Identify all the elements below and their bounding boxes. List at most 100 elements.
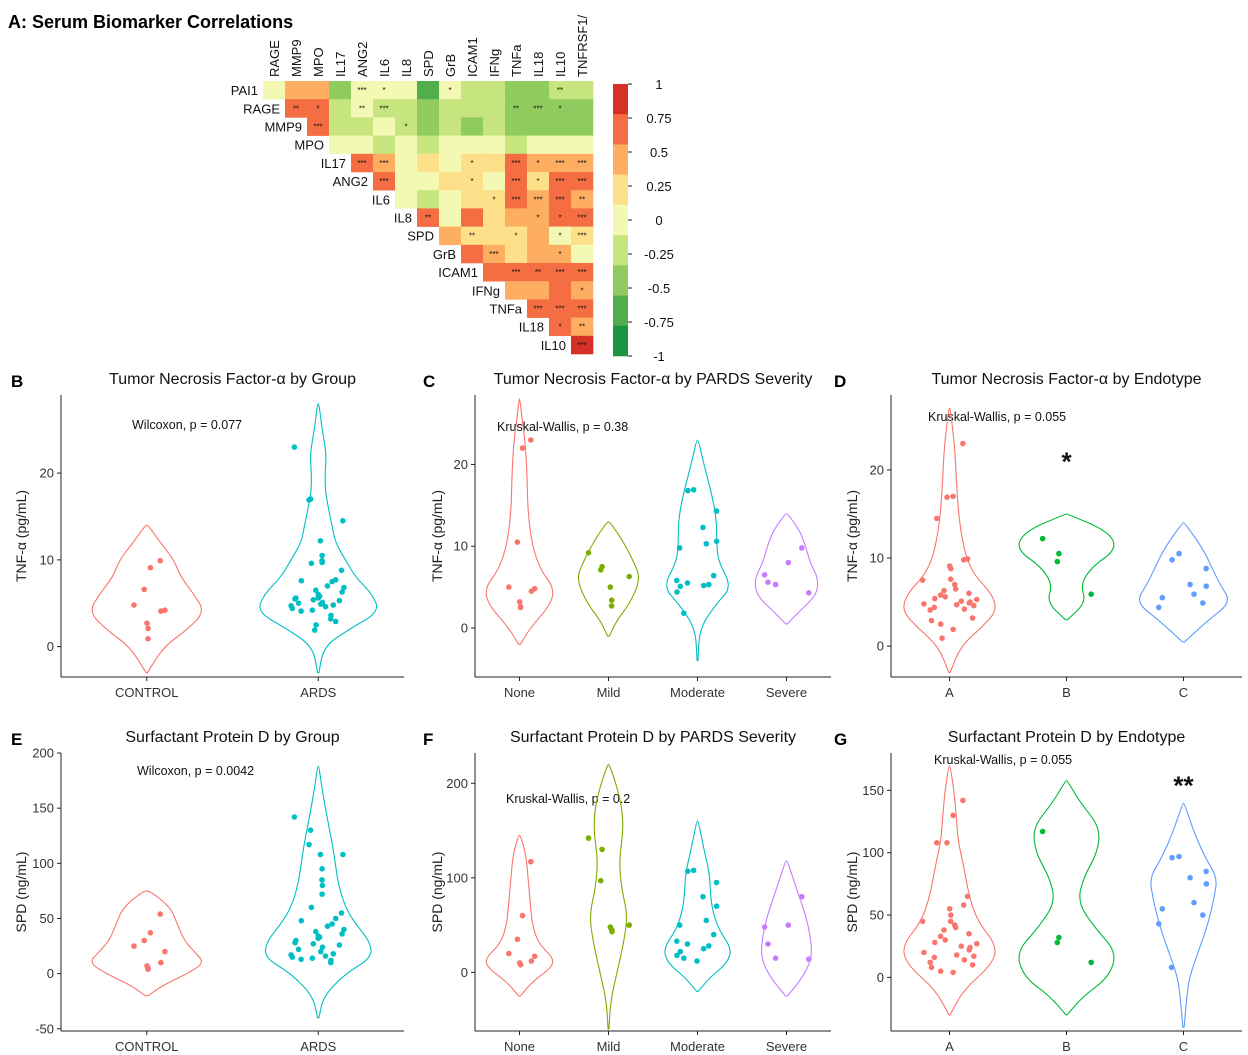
data-point [928,964,935,971]
heatmap-cell [439,81,462,100]
data-point [598,877,604,884]
data-point [1156,921,1162,927]
heatmap-cell [483,172,506,191]
data-point [516,599,523,605]
y-axis-label: SPD (ng/mL) [429,852,445,933]
heatmap-cell [285,99,308,118]
data-point [953,601,960,608]
violin-shape [903,407,996,674]
data-point [292,596,298,602]
data-point [1187,874,1193,881]
data-point [1159,906,1166,912]
y-axis-label: SPD (ng/mL) [13,852,29,933]
heatmap-cell [395,135,418,155]
data-point [1156,604,1162,611]
heatmap-cell [527,244,550,264]
y-tick-label: 20 [454,457,468,472]
heatmap-cell [417,81,440,100]
data-point [921,601,927,607]
data-point [677,583,684,590]
violin-shape [91,890,202,997]
heatmap-cell [571,81,594,100]
data-point [677,948,684,955]
data-point [674,938,680,944]
y-tick-label: 50 [870,908,884,923]
heatmap-significance-stars: ** [579,323,585,332]
x-tick-label: Severe [766,1039,807,1054]
x-tick-label: None [504,1039,535,1054]
heatmap-significance-stars: *** [511,159,520,168]
data-point [317,851,324,858]
data-point [674,577,680,584]
heatmap-cell [527,208,550,227]
heatmap-cell [549,263,572,282]
heatmap-column-label: IL10 [553,52,568,77]
heatmap-cell [417,117,440,136]
heatmap-significance-stars: * [536,214,539,223]
heatmap-cell [571,153,594,173]
data-point [927,959,933,966]
data-point [158,959,164,966]
significance-marker: ** [1173,770,1194,800]
data-point [1191,899,1197,906]
heatmap-significance-stars: *** [555,268,564,277]
x-tick-label: Moderate [670,685,725,700]
data-point [327,959,334,966]
heatmap-significance-stars: *** [577,177,586,186]
heatmap-cell [439,208,462,227]
data-point [147,930,154,936]
heatmap-significance-stars: *** [533,195,542,204]
data-point [319,891,325,897]
violin-panels: B Tumor Necrosis Factor-α by Group 0 10 20 TN… [11,371,1242,1054]
y-tick-label: 0 [461,965,468,980]
data-point [157,557,163,564]
heatmap-significance-stars: *** [357,86,366,95]
violin-shape [664,820,731,992]
data-point [1203,565,1209,572]
heatmap-cell [461,172,484,191]
heatmap-cell [483,244,506,264]
violin-shape [1018,779,1115,1016]
data-point [318,601,324,607]
panel-title: Surfactant Protein D by Group [125,729,339,746]
data-point [772,955,779,961]
data-point [971,953,977,959]
data-point [948,912,954,918]
data-point [960,557,967,563]
data-point [517,962,524,968]
data-point [322,953,329,959]
heatmap-cell [571,299,594,318]
data-point [162,948,168,955]
data-point [608,603,615,609]
violin-shape [577,521,640,637]
y-tick-label: 0 [877,970,884,985]
data-point [931,604,938,611]
data-point [676,922,683,928]
data-point [1088,959,1094,966]
data-point [585,550,592,556]
heatmap-cell [505,281,528,300]
data-point [941,927,947,933]
heatmap-cell [263,81,286,100]
violin-shape [1139,522,1228,643]
x-tick-label: A [945,1039,954,1054]
heatmap-cell [461,226,484,246]
data-point [145,966,151,972]
data-point [147,564,154,571]
y-axis-label: TNF-α (pg/mL) [844,490,860,582]
data-point [141,586,147,593]
data-point [941,587,947,594]
heatmap-row-label: IL18 [519,320,544,335]
data-point [942,594,948,600]
heatmap-cell [549,81,572,100]
data-point [950,493,956,500]
data-point [145,636,151,642]
colorbar-segment [613,265,628,296]
x-tick-label: None [504,685,535,700]
heatmap-cell [549,99,572,118]
heatmap-cell [395,117,418,136]
violin-panel-b: B Tumor Necrosis Factor-α by Group 0 10 20 TN… [11,371,404,700]
y-tick-label: 200 [32,746,54,761]
heatmap-significance-stars: * [558,323,561,332]
heatmap-column-label: TNFa [509,44,524,77]
